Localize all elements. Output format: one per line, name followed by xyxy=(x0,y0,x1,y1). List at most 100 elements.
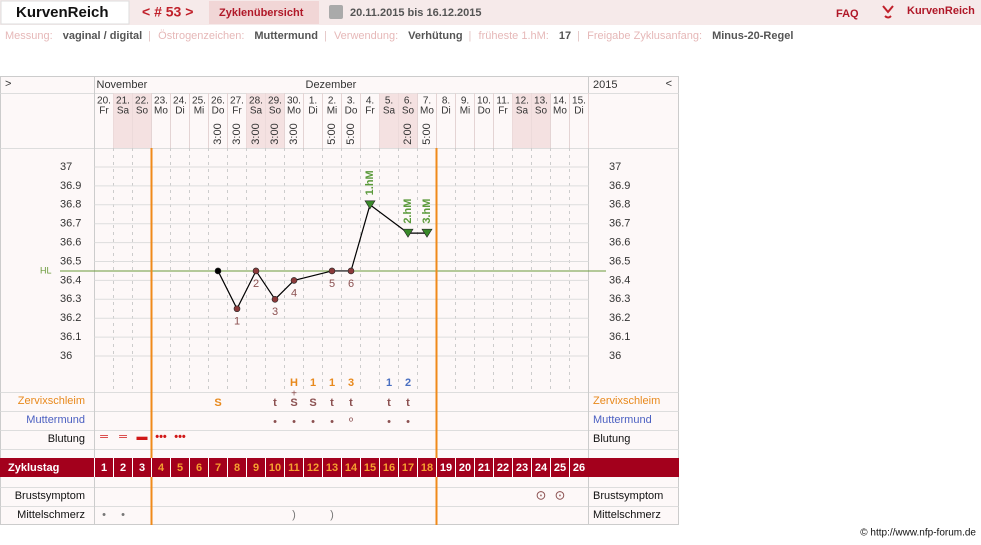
day: 26. xyxy=(211,96,225,107)
weekend-shade xyxy=(113,93,133,148)
weekday: Mi xyxy=(460,106,471,117)
y-tick-label-right: 36.2 xyxy=(609,312,630,324)
bleeding-value: ═ xyxy=(118,431,127,443)
row-label-right: Blutung xyxy=(593,433,630,445)
day: 25. xyxy=(192,96,206,107)
day: 29. xyxy=(268,96,282,107)
cycle-day: 26 xyxy=(573,462,585,474)
day: 7. xyxy=(423,96,431,107)
y-tick-label-right: 36.7 xyxy=(609,218,630,230)
y-tick-label-right: 36 xyxy=(609,350,621,362)
midpain-value: • xyxy=(102,509,106,521)
cervix-value: º xyxy=(349,416,353,428)
separator: | xyxy=(577,30,580,42)
weekday: Mo xyxy=(553,106,567,117)
time: 2:00 xyxy=(402,123,414,144)
time: 5:00 xyxy=(326,123,338,144)
y-tick-label-right: 37 xyxy=(609,161,621,173)
temp-point xyxy=(402,228,414,238)
point-label: 3 xyxy=(272,306,278,318)
y-tick-label: 36.9 xyxy=(60,180,81,192)
cervix-value: • xyxy=(292,416,296,428)
day: 14. xyxy=(553,96,567,107)
weekend-shade xyxy=(265,93,285,148)
day: 21. xyxy=(116,96,130,107)
overview-tab[interactable] xyxy=(209,1,319,24)
cycle-day: 3 xyxy=(139,462,145,474)
cervix-value: • xyxy=(311,416,315,428)
y-tick-label: 36.3 xyxy=(60,293,81,305)
day: 11. xyxy=(496,96,509,107)
weekday: Fr xyxy=(498,106,508,117)
bleeding-value: ═ xyxy=(99,431,108,443)
midpain-value: ) xyxy=(330,509,334,521)
temp-point xyxy=(271,295,279,303)
cycle-day: 16 xyxy=(383,462,395,474)
faq-link[interactable]: FAQ xyxy=(836,8,859,20)
setting-value: Muttermund xyxy=(254,30,318,42)
bleeding-value: ••• xyxy=(174,431,186,443)
weekend-shade xyxy=(531,93,551,148)
y-tick-label: 36.2 xyxy=(60,312,81,324)
month: Dezember xyxy=(306,79,357,91)
day: 28. xyxy=(249,96,263,107)
weekday: Sa xyxy=(516,106,529,117)
day: 5. xyxy=(385,96,393,107)
cervical-value: t xyxy=(406,397,410,409)
cycle-day: 10 xyxy=(269,462,281,474)
title-box xyxy=(0,0,130,25)
weekday: Di xyxy=(441,106,450,117)
cervical-note: 2 xyxy=(405,377,411,389)
cycle-day: 5 xyxy=(177,462,183,474)
day: 22. xyxy=(135,96,149,107)
cycle-day: 8 xyxy=(234,462,240,474)
day: 9. xyxy=(461,96,469,107)
day: 3. xyxy=(347,96,355,107)
cycle-day: 11 xyxy=(288,462,300,474)
top-bar xyxy=(0,0,981,25)
cycle-day: 17 xyxy=(402,462,414,474)
y-tick-label-right: 36.6 xyxy=(609,237,630,249)
print-icon[interactable] xyxy=(329,5,343,19)
setting-label: Messung: xyxy=(5,30,53,42)
hm-label: 1.hM xyxy=(364,170,376,195)
cycle-day: 19 xyxy=(440,462,452,474)
setting-label: Freigabe Zyklusanfang: xyxy=(587,30,702,42)
time: 3:00 xyxy=(250,123,262,144)
weekday: Mi xyxy=(194,106,205,117)
time: 5:00 xyxy=(345,123,357,144)
row-label: Brustsymptom xyxy=(15,490,85,502)
cycle-nav[interactable]: < # 53 > xyxy=(142,4,193,20)
weekday: Di xyxy=(574,106,583,117)
temp-point xyxy=(328,267,336,275)
weekday: Fr xyxy=(365,106,375,117)
breast-value: ⊙ xyxy=(536,487,547,502)
y-tick-label: 37 xyxy=(60,161,72,173)
setting-label: Östrogenzeichen: xyxy=(158,30,244,42)
overview-link[interactable]: Zyklenübersicht xyxy=(219,7,304,19)
day: 1. xyxy=(309,96,317,107)
cycle-day: 21 xyxy=(478,462,490,474)
day: 24. xyxy=(173,96,187,107)
cervical-value: t xyxy=(349,397,353,409)
setting-value: Verhütung xyxy=(408,30,462,42)
y-tick-label: 36.7 xyxy=(60,218,81,230)
y-tick-label: 36.8 xyxy=(60,199,81,211)
cervix-value: • xyxy=(387,416,391,428)
cycle-day: 13 xyxy=(326,462,338,474)
time: 5:00 xyxy=(421,123,433,144)
nav-prev[interactable]: > xyxy=(5,78,11,90)
weekday: Mo xyxy=(287,106,301,117)
row-label-right: Zervixschleim xyxy=(593,395,660,407)
weekday: Do xyxy=(478,106,491,117)
setting-label: früheste 1.hM: xyxy=(479,30,549,42)
nav-next[interactable]: < xyxy=(666,78,672,90)
weekday: Mo xyxy=(420,106,434,117)
point-label: 4 xyxy=(291,287,297,299)
day: 15. xyxy=(572,96,586,107)
weekend-shade xyxy=(379,93,399,148)
weekday: Mi xyxy=(327,106,338,117)
cervix-value: • xyxy=(330,416,334,428)
point-label: 1 xyxy=(234,316,240,328)
